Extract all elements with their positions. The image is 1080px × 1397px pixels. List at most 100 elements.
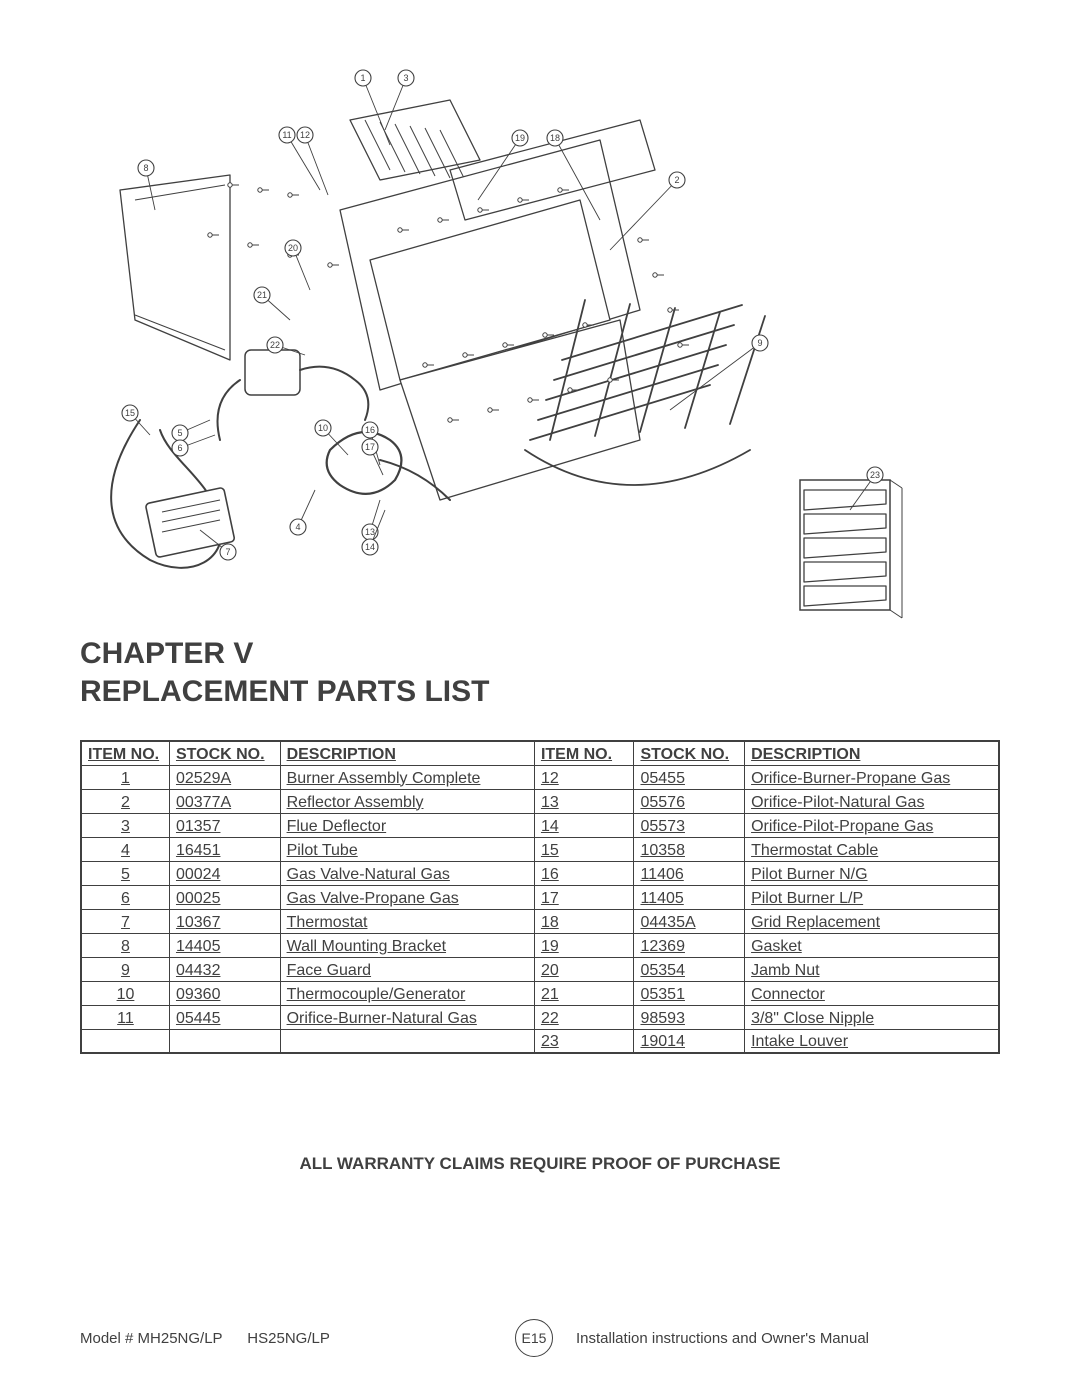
table-cell	[81, 1029, 169, 1053]
table-header-row: ITEM NO. STOCK NO. DESCRIPTION ITEM NO. …	[81, 741, 999, 765]
table-cell: Gas Valve-Natural Gas	[280, 861, 534, 885]
table-cell: Thermostat Cable	[745, 837, 999, 861]
table-cell: 04432	[169, 957, 280, 981]
table-cell: Orifice-Pilot-Natural Gas	[745, 789, 999, 813]
svg-text:11: 11	[282, 130, 291, 140]
table-cell: 14	[534, 813, 634, 837]
table-cell: 3/8" Close Nipple	[745, 1005, 999, 1029]
table-cell: Pilot Burner L/P	[745, 885, 999, 909]
table-cell: Grid Replacement	[745, 909, 999, 933]
table-cell: 05576	[634, 789, 745, 813]
parts-table: ITEM NO. STOCK NO. DESCRIPTION ITEM NO. …	[80, 740, 1000, 1054]
table-cell: 09360	[169, 981, 280, 1005]
footer-models: Model # MH25NG/LP HS25NG/LP	[80, 1330, 504, 1347]
table-cell: 05354	[634, 957, 745, 981]
table-cell: 13	[534, 789, 634, 813]
table-cell: Jamb Nut	[745, 957, 999, 981]
table-row: 814405Wall Mounting Bracket1912369Gasket	[81, 933, 999, 957]
table-cell: 02529A	[169, 765, 280, 789]
table-row: 600025Gas Valve-Propane Gas1711405Pilot …	[81, 885, 999, 909]
table-cell: 7	[81, 909, 169, 933]
table-row: 904432Face Guard2005354Jamb Nut	[81, 957, 999, 981]
table-cell: 8	[81, 933, 169, 957]
table-cell: 17	[534, 885, 634, 909]
table-cell: Connector	[745, 981, 999, 1005]
table-cell: Burner Assembly Complete	[280, 765, 534, 789]
th-item-r: ITEM NO.	[534, 741, 634, 765]
table-cell: 6	[81, 885, 169, 909]
svg-text:7: 7	[225, 547, 230, 557]
table-cell: Intake Louver	[745, 1029, 999, 1053]
svg-text:16: 16	[365, 425, 375, 435]
th-item-l: ITEM NO.	[81, 741, 169, 765]
svg-text:17: 17	[365, 442, 375, 452]
svg-text:23: 23	[870, 470, 880, 480]
svg-text:22: 22	[270, 340, 280, 350]
table-cell: Orifice-Pilot-Propane Gas	[745, 813, 999, 837]
exploded-parts-diagram: 1311121918822021221595610161741314723	[80, 60, 1000, 625]
svg-text:4: 4	[295, 522, 300, 532]
table-cell: 00377A	[169, 789, 280, 813]
chapter-title: CHAPTER V REPLACEMENT PARTS LIST	[80, 635, 1000, 710]
svg-text:1: 1	[360, 73, 365, 83]
svg-text:13: 13	[365, 527, 375, 537]
table-cell: 22	[534, 1005, 634, 1029]
table-cell: 12369	[634, 933, 745, 957]
svg-text:10: 10	[318, 423, 328, 433]
table-cell: 16	[534, 861, 634, 885]
title-line-1: CHAPTER V	[80, 637, 253, 670]
table-cell: 01357	[169, 813, 280, 837]
svg-text:12: 12	[300, 130, 310, 140]
th-desc-l: DESCRIPTION	[280, 741, 534, 765]
table-cell: 10	[81, 981, 169, 1005]
table-cell: 21	[534, 981, 634, 1005]
footer-page-number: E15	[515, 1319, 553, 1357]
warranty-notice: ALL WARRANTY CLAIMS REQUIRE PROOF OF PUR…	[80, 1154, 1000, 1174]
svg-text:19: 19	[515, 133, 525, 143]
table-cell: 10367	[169, 909, 280, 933]
svg-text:14: 14	[365, 542, 375, 552]
table-cell: 1	[81, 765, 169, 789]
table-cell: 3	[81, 813, 169, 837]
table-cell: 2	[81, 789, 169, 813]
svg-text:5: 5	[177, 428, 182, 438]
table-row: 301357Flue Deflector1405573Orifice-Pilot…	[81, 813, 999, 837]
table-cell: 9	[81, 957, 169, 981]
table-cell: Pilot Burner N/G	[745, 861, 999, 885]
table-row: 1009360Thermocouple/Generator2105351Conn…	[81, 981, 999, 1005]
table-row: 416451Pilot Tube1510358Thermostat Cable	[81, 837, 999, 861]
table-cell: 05573	[634, 813, 745, 837]
table-cell: 11405	[634, 885, 745, 909]
table-cell: 18	[534, 909, 634, 933]
table-cell: Flue Deflector	[280, 813, 534, 837]
table-row: 1105445Orifice-Burner-Natural Gas2298593…	[81, 1005, 999, 1029]
table-cell: 15	[534, 837, 634, 861]
table-cell: 20	[534, 957, 634, 981]
table-row: 710367Thermostat1804435AGrid Replacement	[81, 909, 999, 933]
table-cell: Wall Mounting Bracket	[280, 933, 534, 957]
table-cell: Face Guard	[280, 957, 534, 981]
table-cell: 19	[534, 933, 634, 957]
table-cell: 00025	[169, 885, 280, 909]
th-desc-r: DESCRIPTION	[745, 741, 999, 765]
table-cell: 19014	[634, 1029, 745, 1053]
table-cell: 04435A	[634, 909, 745, 933]
svg-text:8: 8	[143, 163, 148, 173]
table-cell: Thermocouple/Generator	[280, 981, 534, 1005]
table-cell: 14405	[169, 933, 280, 957]
table-cell: 05351	[634, 981, 745, 1005]
table-row: 200377AReflector Assembly1305576Orifice-…	[81, 789, 999, 813]
table-cell: 5	[81, 861, 169, 885]
th-stock-r: STOCK NO.	[634, 741, 745, 765]
table-row: 2319014Intake Louver	[81, 1029, 999, 1053]
svg-text:9: 9	[757, 338, 762, 348]
th-stock-l: STOCK NO.	[169, 741, 280, 765]
table-row: 102529ABurner Assembly Complete1205455Or…	[81, 765, 999, 789]
table-cell: 16451	[169, 837, 280, 861]
footer-manual: Installation instructions and Owner's Ma…	[564, 1330, 1000, 1347]
table-cell: Thermostat	[280, 909, 534, 933]
table-cell: 4	[81, 837, 169, 861]
table-cell: Orifice-Burner-Propane Gas	[745, 765, 999, 789]
table-cell: 11	[81, 1005, 169, 1029]
table-cell: Gasket	[745, 933, 999, 957]
